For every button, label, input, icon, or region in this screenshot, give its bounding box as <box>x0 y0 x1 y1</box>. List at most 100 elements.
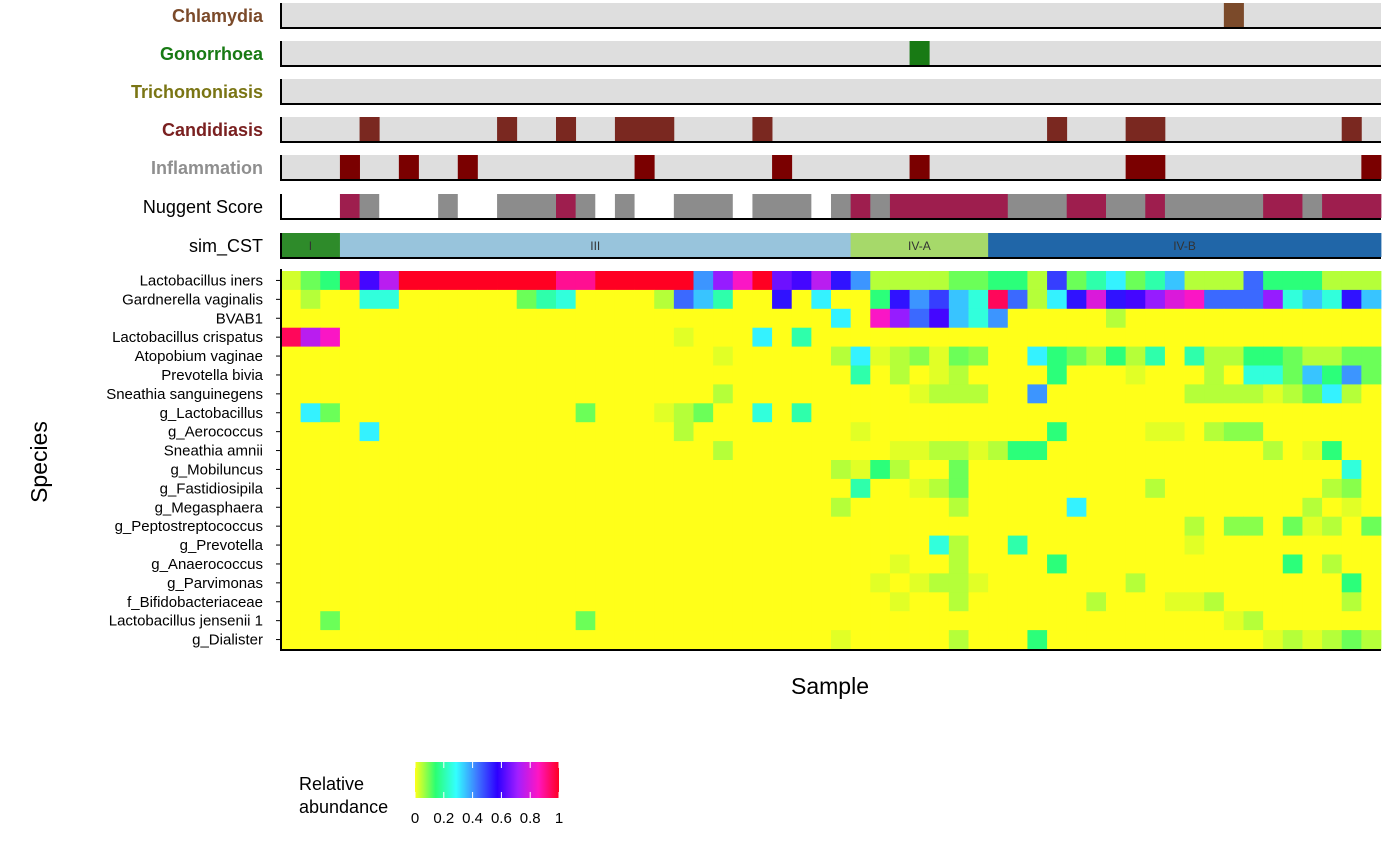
heatmap-cell <box>1341 422 1362 442</box>
heatmap-cell <box>929 630 950 650</box>
heatmap-cell <box>516 516 537 536</box>
heatmap-cell <box>831 308 852 329</box>
heatmap-cell <box>1066 554 1087 574</box>
heatmap-cell <box>1164 346 1185 366</box>
heatmap-cell <box>379 327 400 347</box>
heatmap-cell <box>988 554 1009 574</box>
heatmap-cell <box>339 611 360 631</box>
heatmap-cell <box>1322 308 1343 329</box>
heatmap-cell <box>673 384 694 404</box>
track-background <box>281 155 1381 179</box>
heatmap-cell <box>811 441 832 461</box>
heatmap-cell <box>1223 554 1244 574</box>
heatmap-cell <box>477 478 498 499</box>
heatmap-cell <box>929 441 950 461</box>
heatmap-cell <box>320 516 341 536</box>
heatmap-cell <box>1106 346 1127 366</box>
heatmap-cell <box>811 573 832 593</box>
heatmap-cell <box>1066 592 1087 612</box>
heatmap-cell <box>556 441 577 461</box>
heatmap-cell <box>948 271 969 291</box>
heatmap-cell <box>281 271 302 291</box>
heatmap-cell <box>1145 289 1166 310</box>
heatmap-cell <box>1243 384 1264 404</box>
heatmap-cell <box>1263 289 1284 310</box>
heatmap-cell <box>850 289 871 310</box>
nugent-cell <box>418 194 439 218</box>
heatmap-cell <box>850 460 871 480</box>
heatmap-cell <box>870 460 891 480</box>
heatmap-cell <box>791 516 812 536</box>
heatmap-cell <box>379 573 400 593</box>
species-label: Prevotella bivia <box>161 367 263 384</box>
nugent-cell <box>1066 194 1087 218</box>
heatmap-cell <box>281 346 302 366</box>
heatmap-cell <box>575 365 596 385</box>
heatmap-cell <box>948 516 969 536</box>
heatmap-cell <box>850 365 871 385</box>
heatmap-cell <box>968 535 989 555</box>
heatmap-cell <box>1282 611 1303 631</box>
legend-tick-label: 0.8 <box>520 810 541 827</box>
heatmap-cell <box>1106 308 1127 329</box>
heatmap-cell <box>438 573 459 593</box>
heatmap-cell <box>556 535 577 555</box>
heatmap-cell <box>988 271 1009 291</box>
heatmap-cell <box>831 630 852 650</box>
heatmap-cell <box>654 346 675 366</box>
heatmap-cell <box>948 478 969 499</box>
heatmap-cell <box>536 535 557 555</box>
heatmap-cell <box>477 346 498 366</box>
heatmap-cell <box>1302 308 1323 329</box>
heatmap-cell <box>909 403 930 423</box>
heatmap-cell <box>791 460 812 480</box>
heatmap-cell <box>850 630 871 650</box>
heatmap-cell <box>968 403 989 423</box>
heatmap-cell <box>929 611 950 631</box>
heatmap-cell <box>811 516 832 536</box>
heatmap-cell <box>1007 516 1028 536</box>
heatmap-cell <box>418 535 439 555</box>
legend-tick-label: 0 <box>411 810 419 827</box>
heatmap-cell <box>713 271 734 291</box>
heatmap-cell <box>1223 630 1244 650</box>
heatmap-cell <box>634 422 655 442</box>
heatmap-cell <box>634 346 655 366</box>
heatmap-cell <box>673 403 694 423</box>
heatmap-cell <box>850 535 871 555</box>
heatmap-cell <box>713 554 734 574</box>
heatmap-cell <box>320 327 341 347</box>
heatmap-cell <box>752 327 773 347</box>
heatmap-cell <box>1223 460 1244 480</box>
heatmap-cell <box>889 516 910 536</box>
heatmap-cell <box>614 497 635 518</box>
heatmap-cell <box>1027 516 1048 536</box>
heatmap-cell <box>1007 403 1028 423</box>
heatmap-cell <box>929 554 950 574</box>
heatmap-cell <box>772 346 793 366</box>
heatmap-cell <box>300 497 321 518</box>
heatmap-cell <box>575 403 596 423</box>
heatmap-cell <box>634 554 655 574</box>
heatmap-cell <box>948 611 969 631</box>
heatmap-cell <box>1125 592 1146 612</box>
heatmap-row <box>281 573 1382 593</box>
heatmap-cell <box>614 289 635 310</box>
heatmap-cell <box>1125 346 1146 366</box>
heatmap-cell <box>457 289 478 310</box>
heatmap-cell <box>1361 554 1382 574</box>
heatmap-cell <box>1322 384 1343 404</box>
heatmap-cell <box>595 271 616 291</box>
legend-colorbar <box>415 762 559 798</box>
heatmap-cell <box>438 535 459 555</box>
heatmap-cell <box>300 384 321 404</box>
heatmap-cell <box>556 460 577 480</box>
heatmap-cell <box>968 497 989 518</box>
heatmap-cell <box>281 403 302 423</box>
heatmap-cell <box>713 460 734 480</box>
heatmap-cell <box>1204 365 1225 385</box>
heatmap-cell <box>1361 308 1382 329</box>
heatmap-cell <box>1047 478 1068 499</box>
heatmap-cell <box>791 554 812 574</box>
heatmap-cell <box>693 554 714 574</box>
